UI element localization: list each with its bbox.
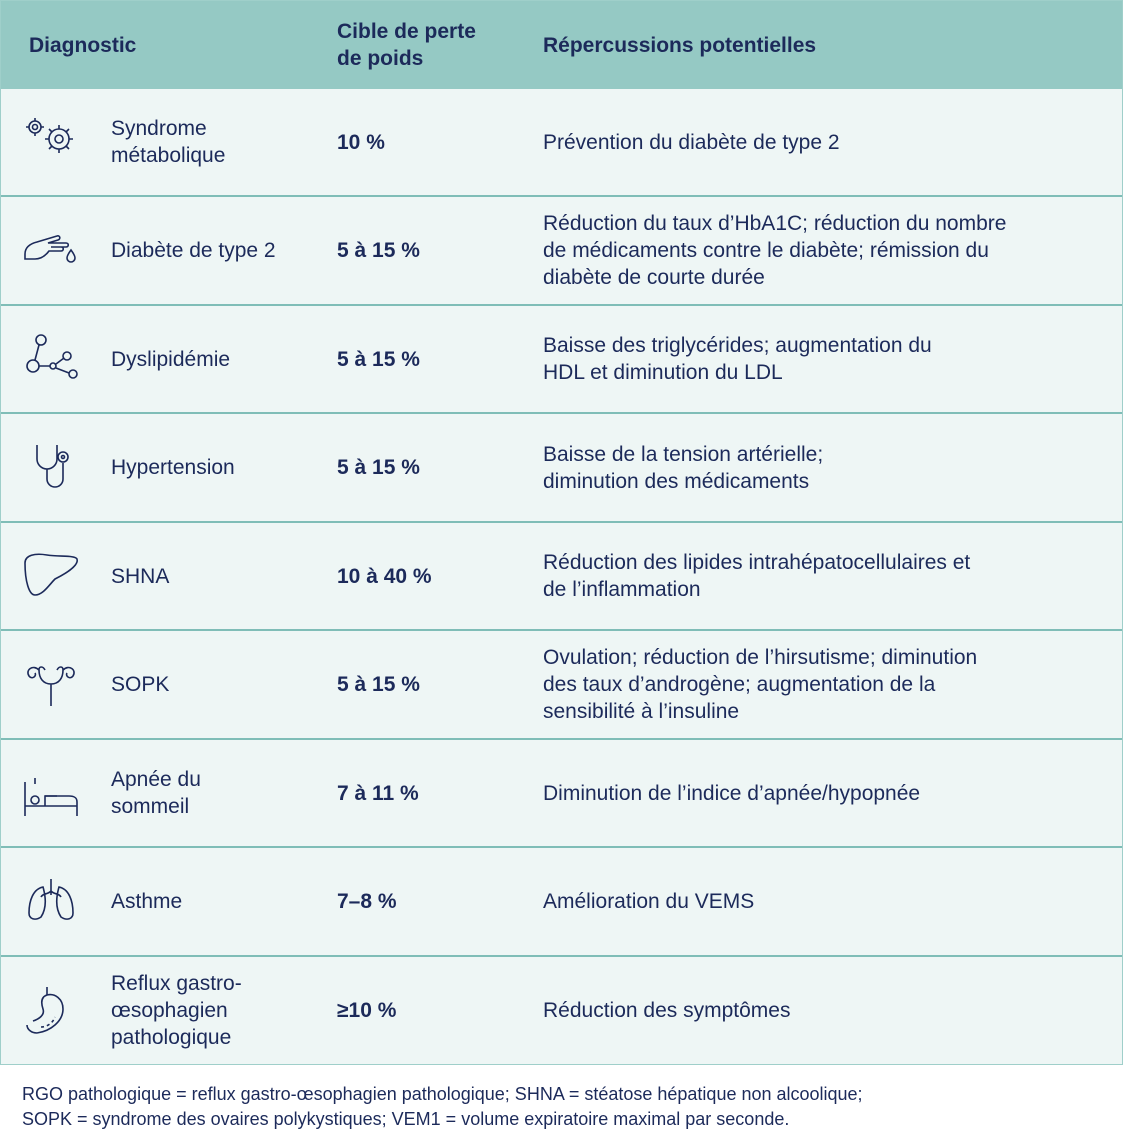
target-text: 5 à 15 % <box>337 456 420 479</box>
footnote: RGO pathologique = reflux gastro-œsophag… <box>22 1082 863 1132</box>
diagnostic-cell: Reflux gastro-œsophagien pathologique <box>111 957 242 1063</box>
target-cell: 5 à 15 % <box>337 415 420 521</box>
target-text: 5 à 15 % <box>337 673 420 696</box>
row-icon <box>24 234 76 263</box>
table-row: SHNA 10 à 40 % Réduction des lipides intra… <box>1 523 1122 631</box>
table-row: Dyslipidémie 5 à 15 % Baisse des triglycér… <box>1 306 1122 414</box>
effects-text: sensibilité à l’insuline <box>543 700 740 723</box>
effects-text: Réduction du taux d’HbA1C; réduction du … <box>543 212 1007 235</box>
effects-text: diminution des médicaments <box>543 469 810 493</box>
table-row: Diabète de type 2 5 à 15 % Réduction du ta… <box>1 198 1122 306</box>
target-text: ≥10 % <box>337 998 397 1022</box>
effects-cell: Ovulation; réduction de l’hirsutisme; di… <box>543 632 977 738</box>
diagnostic-text: Diabète de type 2 <box>111 239 276 262</box>
diagnostic-cell: Hypertension <box>111 415 235 521</box>
target-text: 5 à 15 % <box>337 239 420 262</box>
target-cell: 7–8 % <box>337 849 397 955</box>
effects-text: Baisse des triglycérides; augmentation d… <box>543 334 932 357</box>
row-icon <box>24 553 78 596</box>
row-icon <box>28 878 74 920</box>
diagnostic-cell: Asthme <box>111 849 182 955</box>
effects-text: de médicaments contre le diabète; rémiss… <box>543 239 989 262</box>
table-row: Hypertension 5 à 15 % Baisse de la tension… <box>1 415 1122 523</box>
header-cell: Répercussions potentielles <box>543 1 816 89</box>
header-cell: Diagnostic <box>29 1 136 89</box>
diagnostic-text: Apnée du <box>111 768 201 791</box>
effects-text: Réduction des lipides intrahépatocellula… <box>543 551 971 574</box>
diagnostic-text: pathologique <box>111 1025 232 1049</box>
target-cell: 5 à 15 % <box>337 632 420 738</box>
target-text: 5 à 15 % <box>337 347 420 371</box>
target-text: 10 à 40 % <box>337 564 432 588</box>
target-text: 7 à 11 % <box>337 781 419 805</box>
effects-text: Baisse de la tension artérielle; <box>543 442 824 466</box>
effects-text: Ovulation; réduction de l’hirsutisme; di… <box>543 646 978 669</box>
target-text: 7–8 % <box>337 890 397 913</box>
target-cell: 7 à 11 % <box>337 740 419 846</box>
row-icon <box>27 665 75 706</box>
footnote-line: SOPK = syndrome des ovaires polykystique… <box>22 1109 790 1129</box>
diagnostic-cell: Dyslipidémie <box>111 306 230 412</box>
header-text: Répercussions potentielles <box>543 33 817 57</box>
diagnostic-text: Reflux gastro- <box>111 971 242 995</box>
header-text: de poids <box>337 47 424 70</box>
effects-text: Amélioration du VEMS <box>543 890 755 913</box>
effects-text: HDL et diminution du LDL <box>543 361 783 384</box>
table-row: Apnée du sommeil 7 à 11 % Diminution de l’i… <box>1 740 1122 848</box>
diagnostic-cell: Diabète de type 2 <box>111 198 276 304</box>
diagnostic-text: sommeil <box>111 795 190 818</box>
effects-text: des taux d’androgène; augmentation de la <box>543 673 936 696</box>
effects-cell: Réduction des lipides intrahépatocellula… <box>543 523 970 629</box>
header-cell: Cible de perte de poids <box>337 1 476 89</box>
target-cell: 5 à 15 % <box>337 198 420 304</box>
effects-cell: Baisse de la tension artérielle; diminuti… <box>543 415 823 521</box>
diagnostic-text: Syndrome <box>111 117 207 140</box>
diagnostic-text: Dyslipidémie <box>111 347 231 371</box>
effects-text: de l’inflammation <box>543 578 701 601</box>
effects-cell: Prévention du diabète de type 2 <box>543 89 840 195</box>
table-row: Syndrome métabolique 10 % Prévention du dia… <box>1 89 1122 197</box>
target-cell: 5 à 15 % <box>337 306 420 412</box>
table: Diagnostic Cible de perte de poids Réperc… <box>0 0 1123 1065</box>
diagnostic-text: Asthme <box>111 890 183 913</box>
target-cell: 10 % <box>337 89 385 195</box>
target-cell: ≥10 % <box>337 957 396 1063</box>
table-row: Asthme 7–8 % Amélioration du VEMS <box>1 849 1122 957</box>
diagnostic-cell: Syndrome métabolique <box>111 89 225 195</box>
diagnostic-text: Hypertension <box>111 456 235 479</box>
effects-text: diabète de courte durée <box>543 266 765 289</box>
table-header: Diagnostic Cible de perte de poids Réperc… <box>1 1 1122 89</box>
diagnostic-text: SHNA <box>111 564 170 588</box>
header-text: Diagnostic <box>29 33 137 57</box>
diagnostic-cell: Apnée du sommeil <box>111 740 201 846</box>
effects-cell: Réduction des symptômes <box>543 957 790 1063</box>
effects-text: Diminution de l’indice d’apnée/hypopnée <box>543 781 921 805</box>
diagnostic-cell: SHNA <box>111 523 169 629</box>
diagnostic-text: SOPK <box>111 673 170 696</box>
effects-cell: Amélioration du VEMS <box>543 849 754 955</box>
effects-text: Prévention du diabète de type 2 <box>543 130 840 154</box>
diagnostic-text: métabolique <box>111 144 226 167</box>
row-icon <box>24 778 78 816</box>
effects-text: Réduction des symptômes <box>543 998 791 1022</box>
diagnostic-text: œsophagien <box>111 998 228 1022</box>
table-row: SOPK 5 à 15 % Ovulation; réduction de l’hi… <box>1 632 1122 740</box>
effects-cell: Baisse des triglycérides; augmentation d… <box>543 306 932 412</box>
effects-cell: Diminution de l’indice d’apnée/hypopnée <box>543 740 920 846</box>
table-row: Reflux gastro-œsophagien pathologique ≥10 … <box>1 957 1122 1065</box>
row-icon <box>36 444 69 488</box>
target-cell: 10 à 40 % <box>337 523 432 629</box>
header-text: Cible de perte <box>337 20 476 43</box>
row-icon <box>26 334 78 379</box>
row-icon <box>26 118 73 153</box>
effects-cell: Réduction du taux d’HbA1C; réduction du … <box>543 198 1006 304</box>
row-icon <box>26 987 64 1034</box>
footnote-line: RGO pathologique = reflux gastro-œsophag… <box>22 1084 863 1104</box>
target-text: 10 % <box>337 130 385 154</box>
diagnostic-cell: SOPK <box>111 632 169 738</box>
